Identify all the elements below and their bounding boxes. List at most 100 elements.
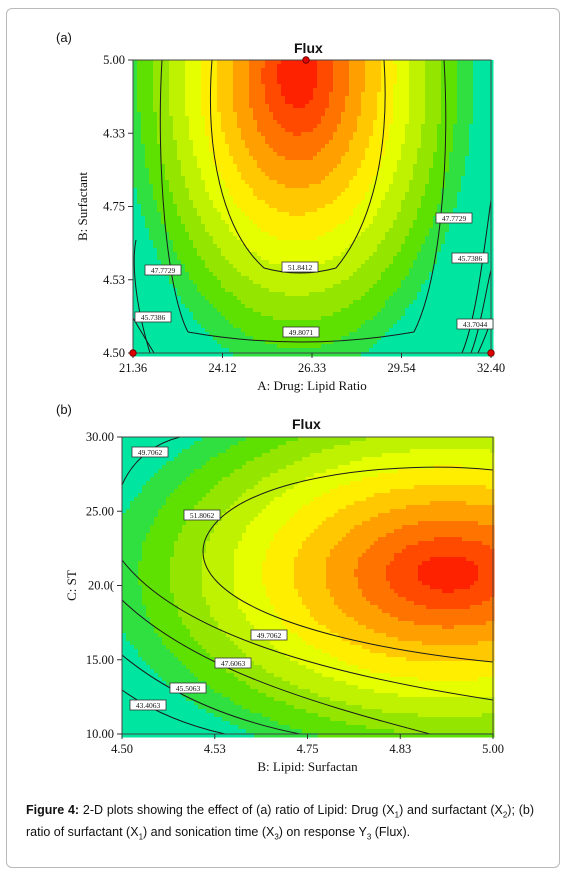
heatmap-cell xyxy=(389,308,394,313)
heatmap-cell xyxy=(369,104,374,109)
heatmap-cell xyxy=(137,260,142,265)
heatmap-cell xyxy=(181,124,186,129)
heatmap-cell xyxy=(245,316,250,321)
heatmap-cell xyxy=(197,128,202,133)
heatmap-cell xyxy=(173,228,178,233)
heatmap-cell xyxy=(133,256,138,261)
heatmap-cell xyxy=(201,76,206,81)
heatmap-cell xyxy=(145,248,150,253)
heatmap-cell xyxy=(345,176,350,181)
heatmap-cell xyxy=(277,340,282,345)
heatmap-cell xyxy=(317,164,322,169)
heatmap-cell xyxy=(241,128,246,133)
heatmap-cell xyxy=(305,104,310,109)
heatmap-cell xyxy=(301,76,306,81)
heatmap-cell xyxy=(161,252,166,257)
heatmap-cell xyxy=(213,224,218,229)
heatmap-cell xyxy=(145,152,150,157)
heatmap-cell xyxy=(277,308,282,313)
heatmap-cell xyxy=(293,224,298,229)
heatmap-cell xyxy=(225,264,230,269)
heatmap-cell xyxy=(245,112,250,117)
heatmap-cell xyxy=(289,308,294,313)
heatmap-cell xyxy=(337,148,342,153)
heatmap-cell xyxy=(273,248,278,253)
heatmap-cell xyxy=(181,328,186,333)
heatmap-cell xyxy=(173,200,178,205)
heatmap-cell xyxy=(193,284,198,289)
heatmap-cell xyxy=(225,168,230,173)
heatmap-cell xyxy=(181,156,186,161)
heatmap-cell xyxy=(377,292,382,297)
heatmap-cell xyxy=(177,316,182,321)
heatmap-cell xyxy=(353,148,358,153)
heatmap-cell xyxy=(257,136,262,141)
heatmap-cell xyxy=(189,352,194,357)
heatmap-cell xyxy=(265,208,270,213)
heatmap-cell xyxy=(393,196,398,201)
heatmap-cell xyxy=(261,96,266,101)
heatmap-cell xyxy=(349,132,354,137)
heatmap-cell xyxy=(369,300,374,305)
heatmap-cell xyxy=(257,64,262,69)
heatmap-cell xyxy=(381,292,386,297)
heatmap-cell xyxy=(141,304,146,309)
heatmap-cell xyxy=(393,72,398,77)
heatmap-cell xyxy=(181,236,186,241)
heatmap-cell xyxy=(165,340,170,345)
heatmap-cell xyxy=(265,60,270,65)
heatmap-cell xyxy=(289,164,294,169)
heatmap-cell xyxy=(189,292,194,297)
heatmap-cell xyxy=(281,300,286,305)
heatmap-cell xyxy=(341,312,346,317)
heatmap-cell xyxy=(361,300,366,305)
heatmap-cell xyxy=(253,244,258,249)
heatmap-cell xyxy=(397,348,402,353)
heatmap-cell xyxy=(325,340,330,345)
heatmap-cell xyxy=(329,228,334,233)
heatmap-cell xyxy=(305,312,310,317)
heatmap-cell xyxy=(293,136,298,141)
heatmap-cell xyxy=(157,304,162,309)
heatmap-cell xyxy=(161,212,166,217)
heatmap-cell xyxy=(197,112,202,117)
heatmap-cell xyxy=(185,164,190,169)
heatmap-cell xyxy=(265,272,270,277)
heatmap-cell xyxy=(253,112,258,117)
heatmap-cell xyxy=(277,92,282,97)
heatmap-cell xyxy=(205,272,210,277)
heatmap-cell xyxy=(165,112,170,117)
heatmap-cell xyxy=(333,172,338,177)
heatmap-cell xyxy=(341,276,346,281)
heatmap-cell xyxy=(289,92,294,97)
heatmap-cell xyxy=(321,272,326,277)
heatmap-cell xyxy=(205,212,210,217)
heatmap-cell xyxy=(349,192,354,197)
heatmap-cell xyxy=(241,216,246,221)
heatmap-cell xyxy=(161,136,166,141)
heatmap-cell xyxy=(153,256,158,261)
heatmap-cell xyxy=(185,220,190,225)
heatmap-cell xyxy=(237,336,242,341)
heatmap-cell xyxy=(241,212,246,217)
heatmap-cell xyxy=(317,120,322,125)
heatmap-cell xyxy=(213,92,218,97)
heatmap-cell xyxy=(385,236,390,241)
heatmap-cell xyxy=(305,152,310,157)
heatmap-cell xyxy=(325,280,330,285)
heatmap-cell xyxy=(161,104,166,109)
heatmap-cell xyxy=(225,216,230,221)
heatmap-cell xyxy=(385,224,390,229)
heatmap-cell xyxy=(389,268,394,273)
heatmap-cell xyxy=(149,288,154,293)
heatmap-cell xyxy=(377,320,382,325)
heatmap-cell xyxy=(321,216,326,221)
heatmap-cell xyxy=(325,144,330,149)
heatmap-cell xyxy=(277,88,282,93)
heatmap-cell xyxy=(149,340,154,345)
heatmap-cell xyxy=(365,276,370,281)
heatmap-cell xyxy=(309,164,314,169)
heatmap-cell xyxy=(297,244,302,249)
heatmap-cell xyxy=(181,256,186,261)
heatmap-cell xyxy=(349,304,354,309)
